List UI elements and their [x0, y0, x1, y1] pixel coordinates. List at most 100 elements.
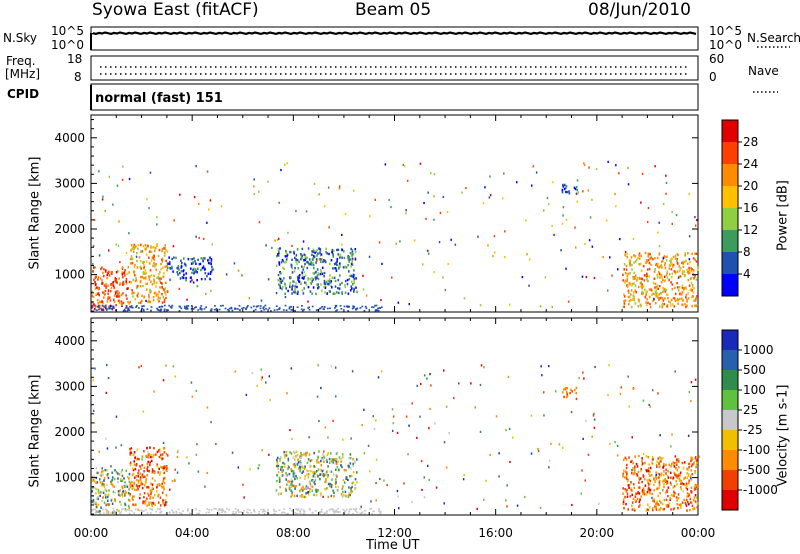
power-echo-cell	[153, 280, 155, 283]
velocity-echo-cell	[320, 469, 322, 472]
velocity-echo-cell	[351, 485, 353, 489]
velocity-sparse-cell	[278, 493, 280, 496]
velocity-echo-cell	[352, 464, 354, 468]
velocity-ground-cell	[263, 510, 266, 513]
velocity-echo-cell	[657, 457, 660, 460]
velocity-sparse-cell	[268, 453, 270, 456]
power-echo-cell	[664, 297, 666, 300]
power-sparse-cell	[253, 178, 255, 181]
power-echo-cell	[316, 254, 318, 257]
power-sparse-cell	[115, 243, 117, 246]
velocity-sparse-cell	[396, 489, 399, 493]
power-echo-cell	[661, 259, 664, 263]
power-echo-cell	[308, 263, 310, 266]
power-sparse-cell	[156, 223, 158, 226]
velocity-echo-cell	[673, 461, 676, 465]
power-ground-cell	[159, 305, 161, 308]
power-sparse-cell	[381, 262, 383, 265]
power-echo-cell	[321, 266, 324, 269]
power-echo-cell	[116, 281, 118, 284]
velocity-sparse-cell	[261, 376, 263, 379]
velocity-echo-cell	[321, 457, 323, 460]
velocity-sparse-cell	[429, 407, 431, 410]
velocity-sparse-cell	[318, 419, 320, 423]
velocity-sparse-cell	[195, 389, 198, 392]
power-sparse-cell	[665, 181, 668, 184]
power-ground-cell	[227, 309, 229, 311]
velocity-sparse-cell	[165, 364, 167, 367]
power-ground-cell	[260, 310, 263, 312]
power-echo-cell	[136, 266, 139, 269]
velocity-echo-cell	[157, 493, 160, 496]
velocity-echo-cell	[301, 471, 303, 474]
power-echo-cell	[128, 271, 130, 274]
power-sparse-cell	[529, 258, 531, 261]
power-ground-cell	[125, 307, 127, 309]
velocity-sparse-cell	[351, 370, 354, 373]
velocity-echo-cell	[163, 502, 166, 505]
power-echo-cell	[158, 248, 161, 252]
velocity-sparse-cell	[445, 466, 448, 469]
velocity-echo-cell	[161, 466, 163, 469]
velocity-sparse-cell	[548, 459, 551, 462]
velocity-colorbar-tick-label: -1000	[743, 483, 778, 497]
power-echo-cell	[565, 190, 567, 194]
velocity-ground-cell	[113, 510, 115, 512]
power-ground-cell	[128, 309, 131, 311]
velocity-echo-cell	[575, 397, 578, 401]
power-echo-cell	[677, 253, 679, 257]
power-echo-cell	[310, 263, 313, 266]
velocity-echo-cell	[654, 507, 657, 510]
velocity-echo-cell	[326, 453, 329, 456]
velocity-echo-cell	[293, 484, 295, 488]
velocity-sparse-cell	[593, 412, 595, 415]
power-sparse-cell	[547, 203, 550, 206]
velocity-echo-cell	[120, 503, 122, 506]
velocity-echo-cell	[147, 492, 149, 495]
power-sparse-cell	[276, 239, 279, 242]
velocity-ground-cell	[195, 508, 197, 510]
power-echo-cell	[209, 272, 212, 275]
velocity-ground-cell	[240, 511, 242, 513]
power-ground-cell	[135, 306, 137, 308]
velocity-sparse-cell	[316, 395, 319, 398]
power-echo-cell	[682, 269, 684, 273]
velocity-echo-cell	[329, 482, 331, 486]
power-echo-cell	[328, 280, 331, 283]
velocity-echo-cell	[137, 472, 139, 475]
power-echo-cell	[115, 290, 118, 293]
velocity-echo-cell	[91, 479, 94, 482]
power-echo-cell	[171, 257, 173, 261]
power-sparse-cell	[295, 209, 297, 213]
power-echo-cell	[352, 273, 355, 276]
velocity-echo-cell	[111, 483, 113, 486]
velocity-echo-cell	[633, 466, 636, 469]
velocity-echo-cell	[643, 491, 645, 494]
velocity-echo-cell	[160, 465, 162, 469]
power-sparse-cell	[593, 276, 596, 280]
velocity-sparse-cell	[498, 475, 500, 478]
velocity-echo-cell	[632, 483, 635, 486]
velocity-echo-cell	[680, 506, 682, 509]
velocity-ground-cell	[208, 511, 210, 514]
velocity-echo-cell	[99, 481, 102, 484]
power-sparse-cell	[454, 243, 457, 246]
power-echo-cell	[330, 284, 332, 288]
power-echo-cell	[331, 248, 334, 252]
cpid-label: CPID	[7, 87, 40, 101]
power-echo-cell	[280, 272, 282, 275]
power-echo-cell	[631, 263, 633, 267]
power-echo-cell	[149, 288, 151, 291]
velocity-echo-cell	[660, 457, 662, 460]
velocity-ground-cell	[272, 508, 275, 511]
velocity-echo-cell	[649, 492, 651, 495]
power-echo-cell	[632, 276, 634, 279]
velocity-echo-cell	[137, 475, 140, 478]
power-echo-cell	[629, 261, 631, 264]
power-echo-cell	[142, 284, 144, 288]
power-ground-cell	[97, 306, 100, 308]
velocity-sparse-cell	[327, 436, 329, 439]
power-ytick-label: 1000	[54, 268, 85, 282]
velocity-echo-cell	[166, 469, 168, 472]
power-ground-cell	[284, 304, 287, 307]
